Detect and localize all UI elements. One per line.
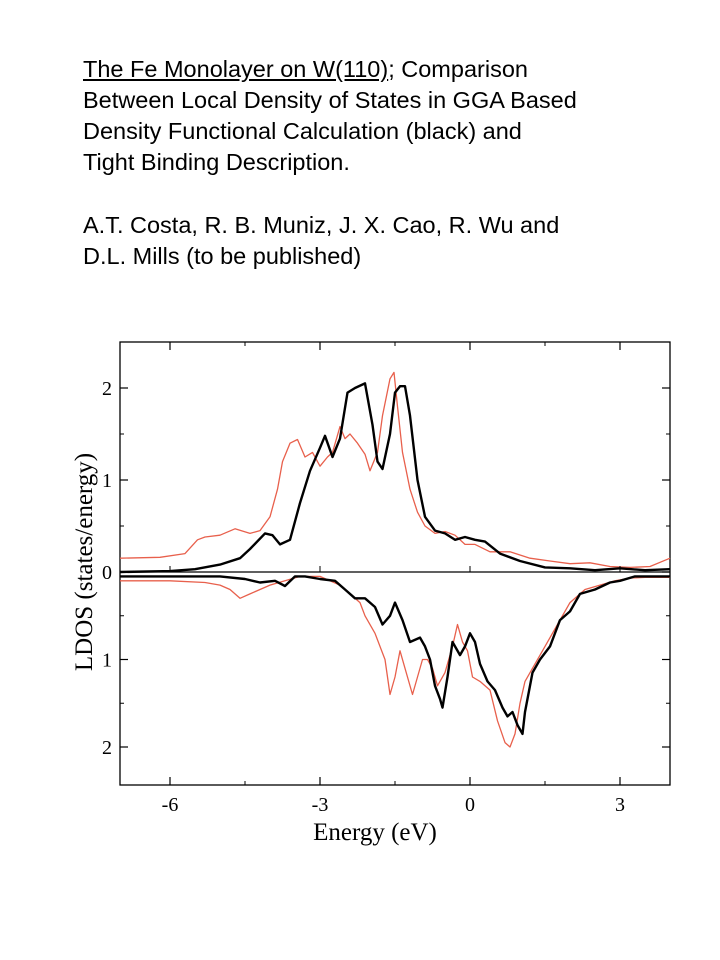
figure-caption: The Fe Monolayer on W(110); Comparison B… — [83, 54, 683, 272]
upper-y-tick-label: 0 — [102, 562, 112, 584]
caption-authors-1: A.T. Costa, R. B. Muniz, J. X. Cao, R. W… — [83, 212, 560, 238]
caption-title-rest: ; Comparison — [388, 56, 528, 82]
caption-line-1: The Fe Monolayer on W(110); Comparison — [83, 54, 683, 85]
caption-line-2: Between Local Density of States in GGA B… — [83, 87, 577, 113]
x-tick-label: -3 — [312, 794, 329, 816]
upper-y-tick-label: 2 — [102, 378, 112, 400]
caption-line-4: Tight Binding Description. — [83, 149, 350, 175]
x-tick-label: -6 — [162, 794, 179, 816]
caption-spacer — [83, 178, 683, 210]
upper-y-tick-label: 1 — [102, 470, 112, 492]
y-axis-label: LDOS (states/energy) — [71, 453, 98, 671]
caption-authors-2: D.L. Mills (to be published) — [83, 243, 362, 269]
caption-line-3: Density Functional Calculation (black) a… — [83, 118, 522, 144]
ldos-chart: -6 -3 0 3 0 1 2 1 2 Energy (eV) LDOS (states/energ… — [71, 341, 671, 846]
upper-series-gga — [119, 382, 671, 574]
upper-series-tb — [119, 371, 671, 569]
lower-y-tick-label: 2 — [102, 737, 112, 759]
caption-title-underlined: The Fe Monolayer on W(110) — [83, 56, 389, 82]
lower-y-tick-label: 1 — [102, 650, 112, 672]
x-tick-label: 0 — [465, 794, 475, 816]
x-axis-label: Energy (eV) — [313, 819, 437, 846]
x-tick-label: 3 — [615, 794, 625, 816]
lower-series-gga — [120, 575, 670, 736]
